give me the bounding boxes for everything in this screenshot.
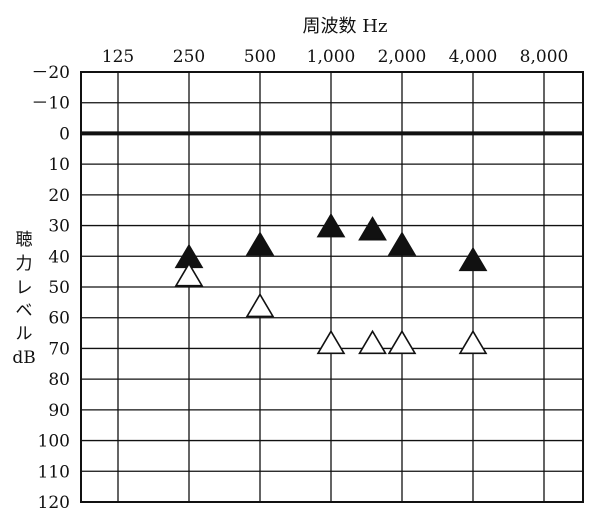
- data-markers: [174, 212, 488, 355]
- open-triangle-marker: [245, 292, 275, 318]
- y-label-char: ル: [16, 324, 33, 344]
- y-tick-label: 60: [48, 309, 70, 329]
- y-tick-label: 10: [48, 155, 70, 175]
- filled-triangle-marker: [387, 231, 417, 256]
- y-label-char: ベ: [16, 301, 33, 321]
- y-label-char: 聴: [16, 230, 33, 250]
- filled-triangle-marker: [358, 216, 387, 241]
- x-tick-label: 1,000: [307, 47, 356, 67]
- y-tick-label: 120: [38, 493, 70, 513]
- y-tick-label: 100: [38, 432, 70, 452]
- chart-title: 周波数 Hz: [303, 16, 388, 37]
- y-tick-label: 40: [48, 247, 70, 267]
- y-tick-label: －10: [31, 94, 70, 114]
- y-tick-label: 90: [48, 401, 70, 421]
- x-tick-label: 500: [244, 47, 276, 67]
- x-tick-labels: 125 250 500 1,000 2,000 4,000 8,000: [102, 47, 569, 67]
- open-triangle-marker: [387, 329, 417, 355]
- plot-frame: [80, 71, 584, 503]
- x-tick-label: 8,000: [520, 47, 569, 67]
- x-tick-label: 4,000: [449, 47, 498, 67]
- grid-lines: [81, 71, 583, 503]
- filled-triangle-marker: [458, 246, 488, 272]
- y-tick-label: －20: [31, 63, 70, 83]
- y-tick-label: 50: [48, 278, 70, 298]
- open-triangle-marker: [358, 329, 387, 355]
- y-tick-label: 70: [48, 339, 70, 359]
- y-label-char: dB: [12, 348, 35, 368]
- open-triangle-marker: [174, 262, 204, 287]
- filled-triangle-marker: [245, 231, 275, 256]
- x-tick-label: 125: [102, 47, 134, 67]
- y-tick-labels: －20 －10 0 10 20 30 40 50 60 70 80 90 100 110 120: [31, 63, 70, 513]
- y-label-char: レ: [16, 278, 33, 298]
- x-tick-label: 250: [173, 47, 205, 67]
- x-tick-label: 2,000: [378, 47, 427, 67]
- y-tick-label: 80: [48, 370, 70, 390]
- filled-triangle-marker: [316, 212, 346, 238]
- y-tick-label: 20: [48, 186, 70, 206]
- y-tick-label: 0: [59, 124, 70, 144]
- open-triangle-marker: [458, 329, 488, 355]
- open-triangle-marker: [316, 329, 346, 355]
- y-tick-label: 30: [48, 217, 70, 237]
- y-tick-label: 110: [38, 462, 70, 482]
- y-label-char: 力: [16, 254, 33, 274]
